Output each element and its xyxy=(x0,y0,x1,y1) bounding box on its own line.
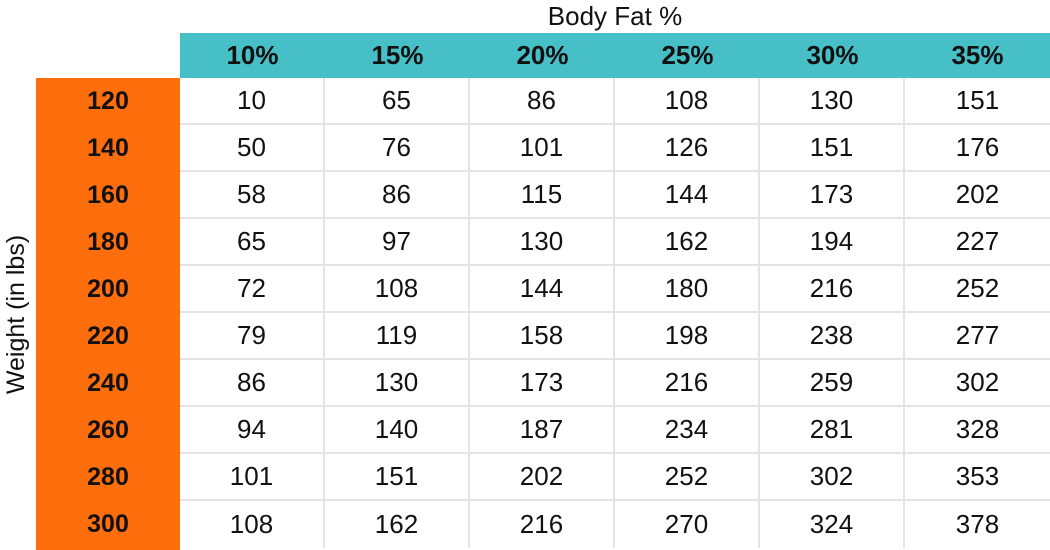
table-cell: 58 xyxy=(180,172,325,219)
row-header: 280 xyxy=(87,463,129,491)
table-cell: 252 xyxy=(615,454,760,501)
row-header: 260 xyxy=(87,416,129,444)
table-cell: 10 xyxy=(180,78,325,125)
table-cell: 302 xyxy=(760,454,905,501)
table-cell: 277 xyxy=(905,313,1050,360)
table-cell: 302 xyxy=(905,360,1050,407)
row-header-band xyxy=(36,78,180,550)
table-cell: 378 xyxy=(905,501,1050,548)
table-cell: 108 xyxy=(325,266,470,313)
row-header: 220 xyxy=(87,322,129,350)
table-cell: 130 xyxy=(470,219,615,266)
table-cell: 79 xyxy=(180,313,325,360)
table-cell: 76 xyxy=(325,125,470,172)
column-header-band xyxy=(180,33,1050,78)
row-header: 300 xyxy=(87,510,129,538)
row-header: 180 xyxy=(87,228,129,256)
table-cell: 151 xyxy=(325,454,470,501)
row-header: 200 xyxy=(87,275,129,303)
table-cell: 50 xyxy=(180,125,325,172)
table-cell: 180 xyxy=(615,266,760,313)
table-cell: 216 xyxy=(470,501,615,548)
table-cell: 65 xyxy=(325,78,470,125)
table-cell: 328 xyxy=(905,407,1050,454)
table-cell: 216 xyxy=(760,266,905,313)
table-cell: 72 xyxy=(180,266,325,313)
table-cell: 144 xyxy=(615,172,760,219)
column-header: 30% xyxy=(806,40,859,70)
table-cell: 198 xyxy=(615,313,760,360)
table-cell: 130 xyxy=(325,360,470,407)
table-cell: 97 xyxy=(325,219,470,266)
table-cell: 173 xyxy=(760,172,905,219)
table-cell: 202 xyxy=(905,172,1050,219)
table-cell: 194 xyxy=(760,219,905,266)
row-axis-title: Weight (in lbs) xyxy=(2,234,31,394)
table-cell: 115 xyxy=(470,172,615,219)
table-cell: 202 xyxy=(470,454,615,501)
table-cell: 270 xyxy=(615,501,760,548)
table-cell: 86 xyxy=(180,360,325,407)
table-cell: 216 xyxy=(615,360,760,407)
table-cell: 324 xyxy=(760,501,905,548)
table-cell: 176 xyxy=(905,125,1050,172)
table-cell: 151 xyxy=(760,125,905,172)
row-axis-title-wrap: Weight (in lbs) xyxy=(0,78,34,550)
table-cell: 151 xyxy=(905,78,1050,125)
table-cell: 162 xyxy=(615,219,760,266)
table-cell: 65 xyxy=(180,219,325,266)
table-cell: 130 xyxy=(760,78,905,125)
table-cell: 234 xyxy=(615,407,760,454)
table-cell: 162 xyxy=(325,501,470,548)
table-cell: 86 xyxy=(470,78,615,125)
table-cell: 94 xyxy=(180,407,325,454)
table-cell: 227 xyxy=(905,219,1050,266)
table-cell: 119 xyxy=(325,313,470,360)
table-cell: 158 xyxy=(470,313,615,360)
row-header: 120 xyxy=(87,87,129,115)
table-cell: 101 xyxy=(180,454,325,501)
table-cell: 187 xyxy=(470,407,615,454)
table-cell: 126 xyxy=(615,125,760,172)
table-cell: 101 xyxy=(470,125,615,172)
row-header: 240 xyxy=(87,369,129,397)
table-cell: 140 xyxy=(325,407,470,454)
row-header: 160 xyxy=(87,181,129,209)
table-cell: 353 xyxy=(905,454,1050,501)
table-cell: 238 xyxy=(760,313,905,360)
column-header: 25% xyxy=(661,40,714,70)
table-cell: 259 xyxy=(760,360,905,407)
column-header: 35% xyxy=(951,40,1004,70)
table-cell: 173 xyxy=(470,360,615,407)
table-cell: 144 xyxy=(470,266,615,313)
table-cell: 108 xyxy=(180,501,325,548)
table-cell: 108 xyxy=(615,78,760,125)
table-cell: 281 xyxy=(760,407,905,454)
table-cell: 86 xyxy=(325,172,470,219)
column-header: 20% xyxy=(516,40,569,70)
column-header: 15% xyxy=(371,40,424,70)
row-header: 140 xyxy=(87,134,129,162)
column-axis-title: Body Fat % xyxy=(547,1,683,31)
column-header: 10% xyxy=(226,40,279,70)
table-cell: 252 xyxy=(905,266,1050,313)
